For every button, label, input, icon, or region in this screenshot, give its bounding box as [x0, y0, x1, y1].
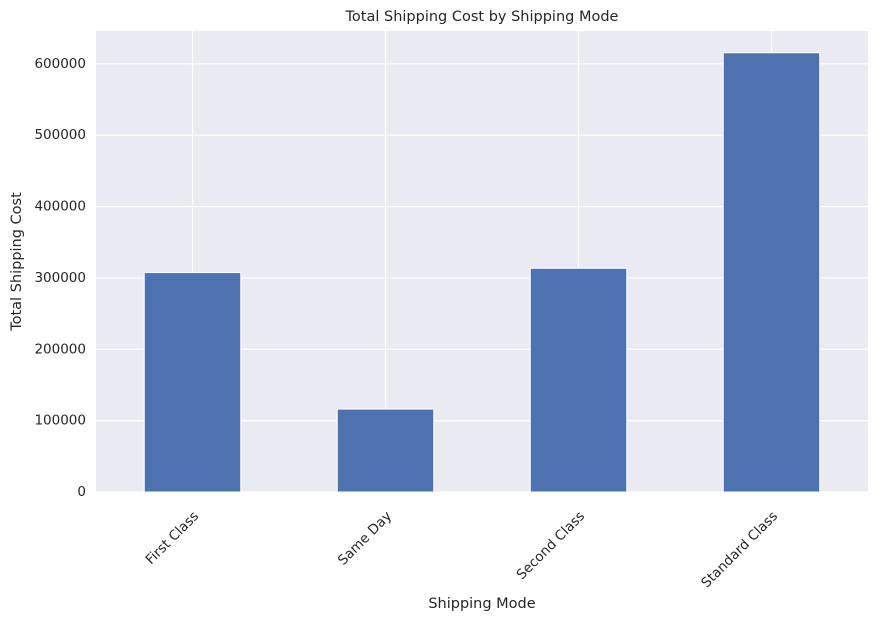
x-tick-label: Same Day: [335, 508, 395, 568]
y-tick-label: 100000: [34, 413, 86, 429]
y-tick-label: 0: [77, 484, 86, 500]
x-tick-label: Second Class: [514, 508, 589, 583]
bar-first-class: [143, 272, 242, 493]
bar-second-class: [529, 267, 628, 493]
bars: [143, 52, 821, 493]
y-axis-ticks: 0 100000 200000 300000 400000 500000 600000: [34, 56, 86, 500]
y-tick-label: 500000: [34, 127, 86, 143]
x-axis-ticks: First Class Same Day Second Class Standard …: [143, 508, 782, 591]
y-tick-label: 600000: [34, 56, 86, 72]
bar-standard-class: [722, 52, 821, 493]
x-tick-label: First Class: [143, 508, 203, 568]
bar-same-day: [336, 408, 435, 493]
x-axis-label: Shipping Mode: [428, 596, 535, 612]
chart-title: Total Shipping Cost by Shipping Mode: [345, 9, 619, 25]
x-tick-label: Standard Class: [698, 508, 781, 591]
y-tick-label: 200000: [34, 341, 86, 357]
y-tick-label: 400000: [34, 199, 86, 215]
y-axis-label: Total Shipping Cost: [9, 192, 25, 332]
y-tick-label: 300000: [34, 270, 86, 286]
